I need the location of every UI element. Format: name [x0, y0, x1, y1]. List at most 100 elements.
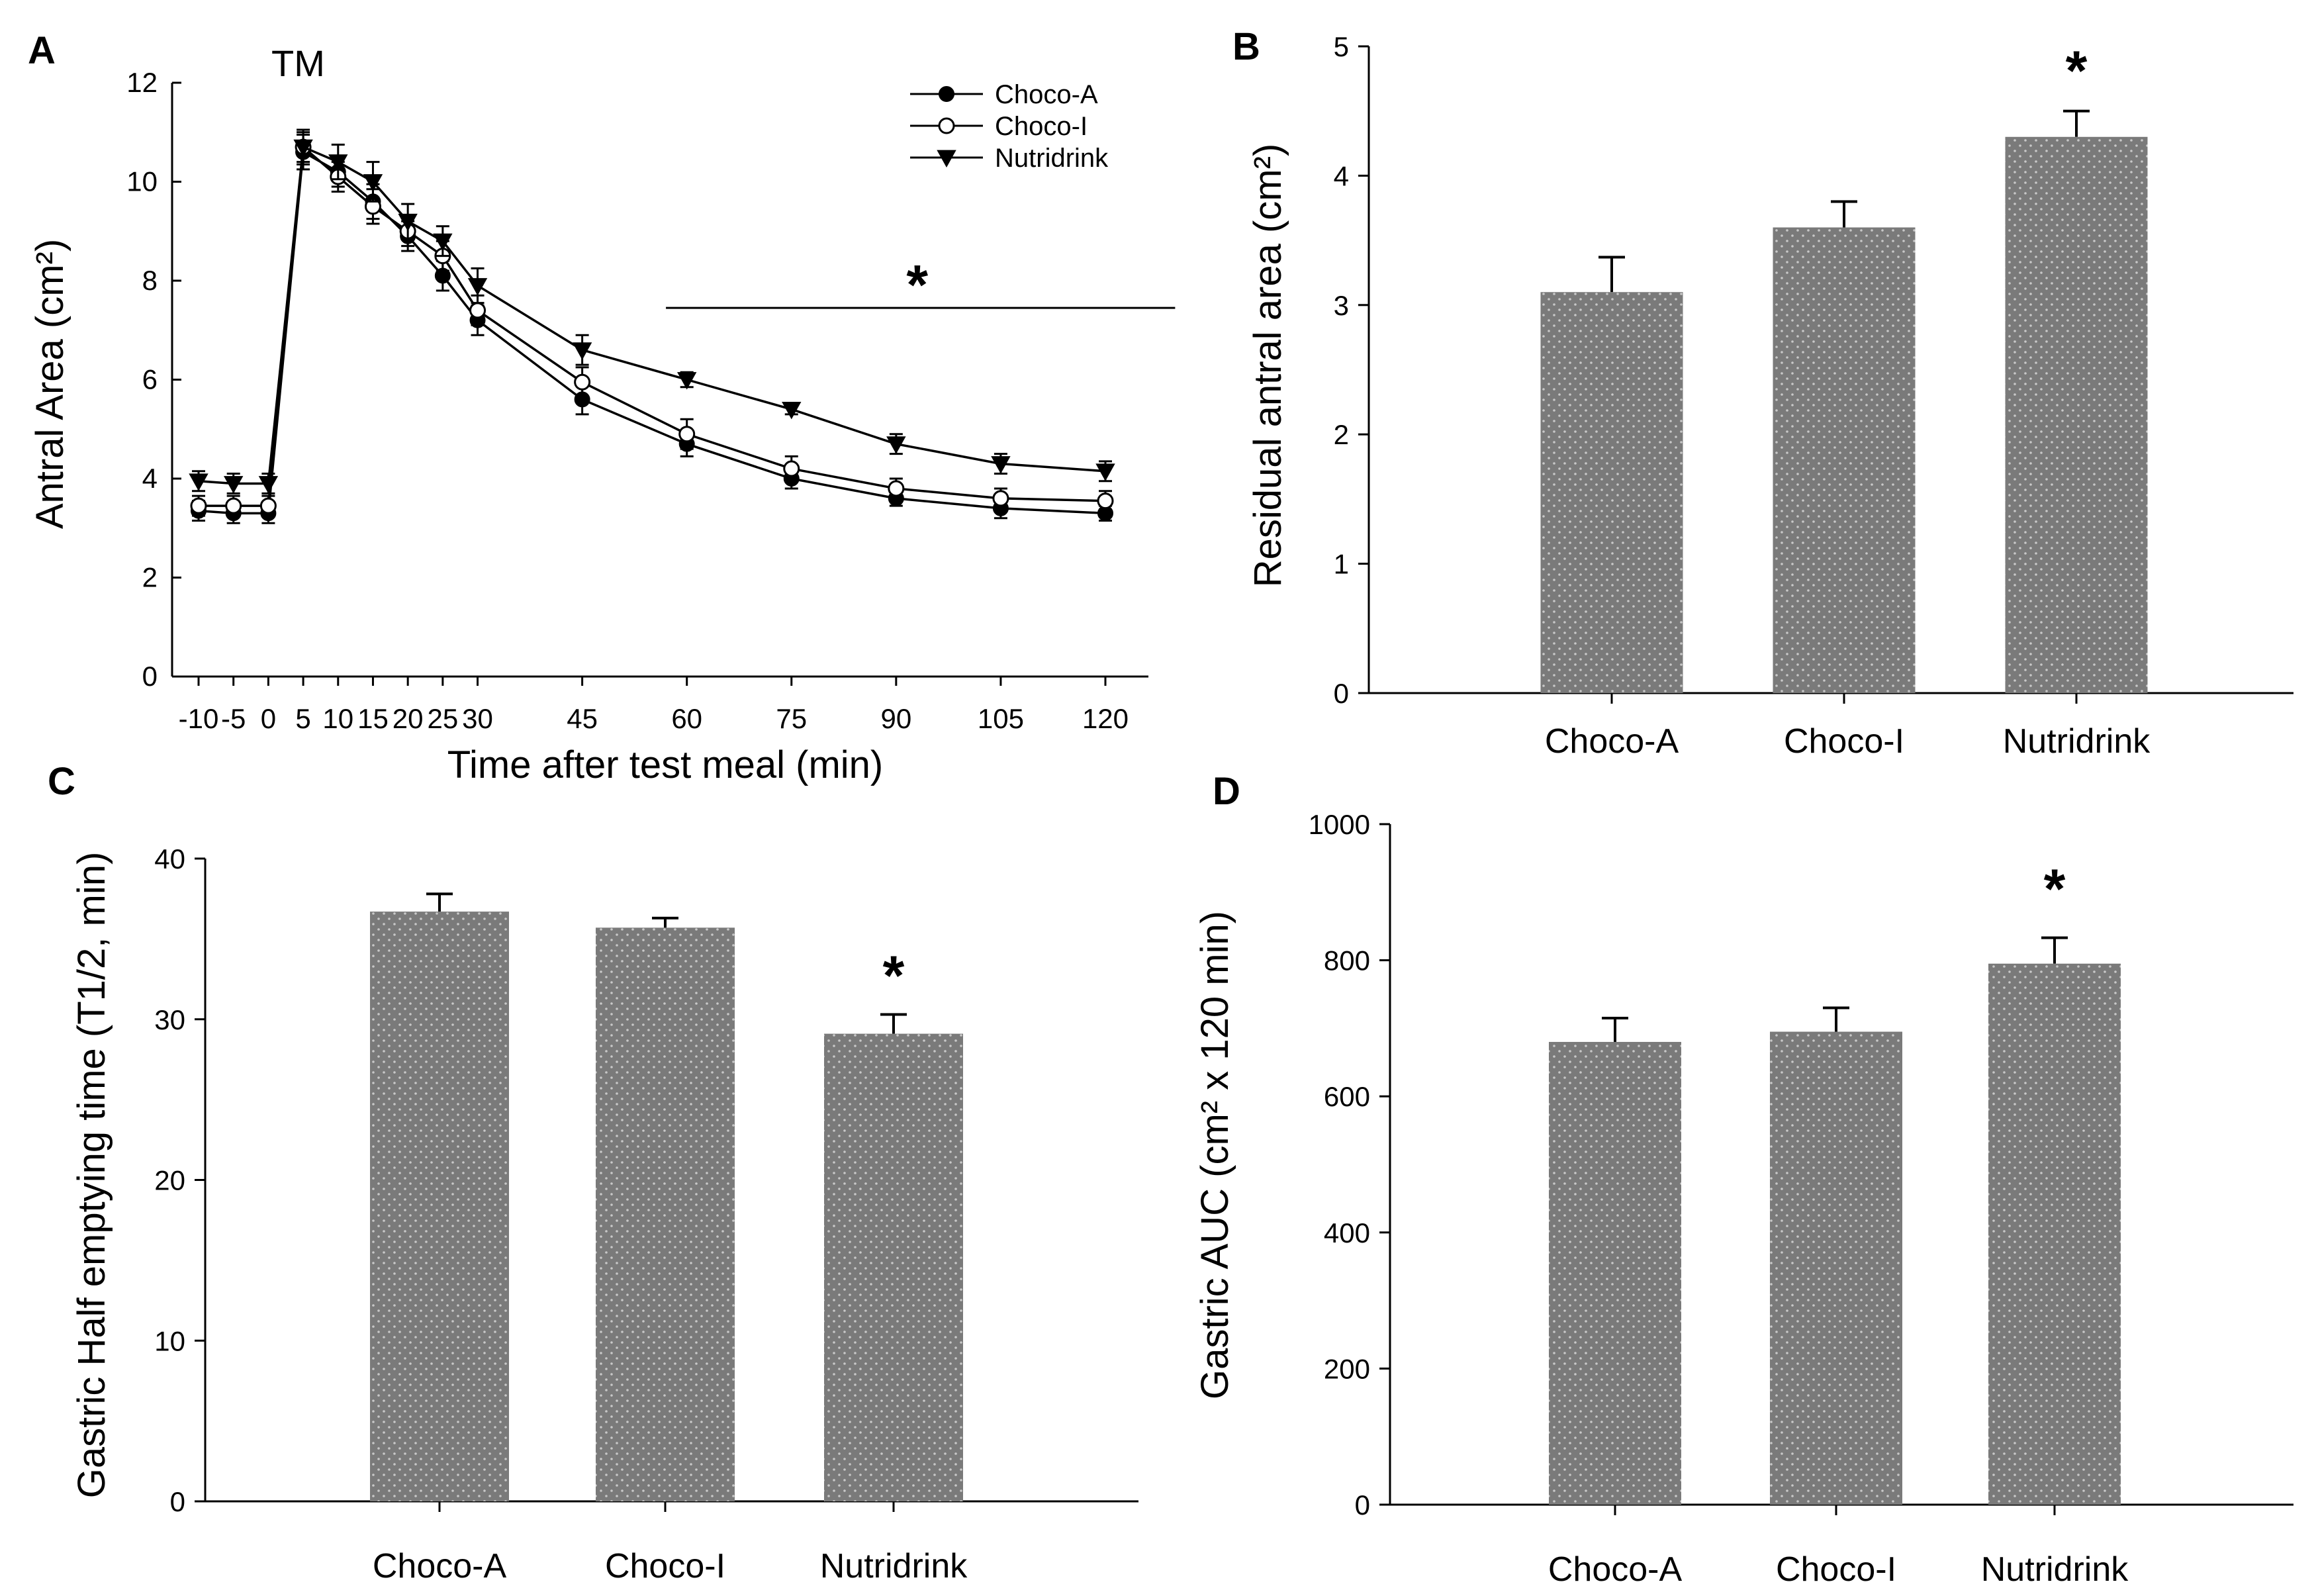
panel-a-data-point	[1095, 463, 1115, 481]
panel-d-y-tick-label: 400	[1324, 1217, 1370, 1248]
panel-a-data-point	[223, 476, 244, 494]
panel-letter-a: A	[28, 29, 56, 72]
panel-a-data-point	[467, 278, 488, 296]
panel-d-category-label: Nutridrink	[1981, 1550, 2129, 1589]
panel-a-y-tick-label: 2	[142, 562, 158, 593]
panel-b-y-tick-label: 2	[1334, 419, 1349, 450]
panel-a-data-point	[398, 213, 418, 232]
panel-a-x-tick-label: 60	[671, 703, 702, 734]
panel-a-legend-label: Nutridrink	[995, 144, 1109, 173]
panel-a-data-point	[433, 233, 453, 252]
panel-a-y-tick-label: 8	[142, 265, 158, 296]
panel-c-y-tick-label: 10	[154, 1325, 185, 1356]
panel-a-data-point	[328, 154, 348, 172]
panel-a-data-point	[676, 372, 697, 390]
panel-b-bars: *	[1540, 40, 2148, 693]
panel-a-data-point	[782, 401, 802, 420]
panel-b-axes: 0 1 2 3 4 5 Choco-A Choco-I Nutridrink	[1334, 31, 2293, 761]
panel-a-data-point	[886, 436, 906, 454]
panel-a-data-point	[293, 139, 313, 158]
panel-c-bars: *	[370, 892, 963, 1501]
panel-c-category-label: Choco-A	[373, 1547, 507, 1585]
panel-a-series-choco-i	[190, 131, 1114, 517]
panel-a-data-point	[363, 174, 383, 192]
panel-a-x-tick-label: -10	[179, 703, 219, 734]
panel-c-y-tick-label: 20	[154, 1165, 185, 1196]
panel-a-x-tick-label: 75	[776, 703, 807, 734]
panel-b-y-tick-label: 0	[1334, 678, 1349, 709]
panel-c-category-label: Choco-I	[605, 1547, 725, 1585]
panel-a-legend-item: Choco-A	[910, 80, 1098, 109]
panel-d-bar-chart: 0 200 400 600 800 1000 Choco-A Choco-I Nutridrin…	[1193, 809, 2293, 1589]
panel-a-x-tick-label: 0	[261, 703, 276, 734]
panel-a-data-point	[783, 460, 800, 477]
panel-d-category-label: Choco-I	[1776, 1550, 1896, 1589]
panel-a-data-point	[991, 456, 1011, 474]
panel-a-x-tick-label: 15	[357, 703, 389, 734]
panel-a-data-point	[678, 426, 696, 443]
panel-b-category-label: Nutridrink	[2003, 722, 2151, 761]
panel-c-bar-nutridrink	[824, 1033, 963, 1501]
panel-a-legend-label: Choco-I	[995, 112, 1088, 141]
panel-a-x-tick-label: 5	[295, 703, 310, 734]
panel-d-category-label: Choco-A	[1548, 1550, 1683, 1589]
panel-c-y-tick-label: 30	[154, 1004, 185, 1035]
panel-c-bar-choco-i	[596, 927, 735, 1501]
panel-a-data-point	[258, 476, 279, 494]
panel-a-series-line	[198, 145, 1106, 485]
panel-a-legend-item: Nutridrink	[910, 144, 1109, 173]
panel-d-axes: 0 200 400 600 800 1000 Choco-A Choco-I Nutridrin…	[1309, 809, 2293, 1589]
panel-b-y-axis-title: Residual antral area (cm²)	[1246, 144, 1289, 587]
panel-a-y-tick-label: 12	[126, 67, 158, 98]
panel-d-bar-choco-a	[1549, 1041, 1681, 1505]
panel-a-y-tick-label: 6	[142, 364, 158, 395]
panel-b-y-tick-label: 1	[1334, 549, 1349, 580]
panel-d-bar-nutridrink	[1988, 963, 2121, 1505]
panel-d-y-tick-label: 1000	[1309, 809, 1370, 840]
panel-b-y-tick-label: 5	[1334, 31, 1349, 62]
panel-a-y-tick-label: 0	[142, 661, 158, 692]
panel-d-bar-choco-i	[1770, 1031, 1902, 1505]
panel-a-x-tick-label: 105	[978, 703, 1024, 734]
panel-c-y-axis-title: Gastric Half emptying time (T1/2, min)	[70, 852, 113, 1499]
panel-a-x-tick-label: 90	[880, 703, 911, 734]
panel-a-legend-marker	[937, 150, 956, 168]
panel-d-y-tick-label: 200	[1324, 1353, 1370, 1384]
panel-a-x-axis-title: Time after test meal (min)	[447, 743, 884, 786]
panel-a-x-tick-label: 120	[1082, 703, 1129, 734]
panel-a-series-line	[198, 150, 1106, 515]
panel-a-data-point	[888, 480, 905, 497]
panel-b-bar-nutridrink	[2005, 136, 2148, 693]
panel-a-annotation: TM	[271, 42, 325, 84]
panel-letter-d: D	[1213, 770, 1240, 813]
panel-a-legend-marker	[938, 117, 955, 134]
panel-d-y-axis-title: Gastric AUC (cm² x 120 min)	[1193, 911, 1236, 1399]
panel-b-significance-star: *	[2066, 40, 2088, 102]
panel-letter-c: C	[48, 760, 75, 803]
panel-c-axes: 0 10 20 30 40 Choco-A Choco-I Nutridrink	[154, 843, 1138, 1585]
panel-a-x-tick-label: 20	[393, 703, 424, 734]
panel-a-y-axis-title: Antral Area (cm²)	[28, 239, 71, 529]
panel-a-y-tick-label: 10	[126, 166, 158, 197]
panel-a-data-point	[1097, 493, 1114, 510]
panel-c-category-label: Nutridrink	[820, 1547, 968, 1585]
panel-b-category-label: Choco-A	[1545, 722, 1679, 761]
panel-c-significance-star: *	[883, 944, 905, 1006]
panel-b-bar-choco-a	[1540, 292, 1683, 693]
panel-d-y-tick-label: 800	[1324, 945, 1370, 976]
panel-a-y-tick-label: 4	[142, 463, 158, 494]
panel-b-bar-choco-i	[1773, 227, 1916, 693]
panel-a-data-point	[190, 497, 207, 514]
panel-a-x-tick-label: -5	[221, 703, 246, 734]
panel-a-x-tick-label: 30	[462, 703, 493, 734]
panel-c-bar-choco-a	[370, 912, 509, 1501]
panel-c-bar-chart: 0 10 20 30 40 Choco-A Choco-I Nutridrink * Gast…	[70, 843, 1138, 1585]
panel-b-y-tick-label: 4	[1334, 160, 1349, 191]
panel-c-y-tick-label: 0	[170, 1486, 185, 1517]
panel-a-series-choco-a	[191, 133, 1113, 524]
panel-a-x-tick-label: 45	[567, 703, 598, 734]
panel-b-category-label: Choco-I	[1784, 722, 1904, 761]
